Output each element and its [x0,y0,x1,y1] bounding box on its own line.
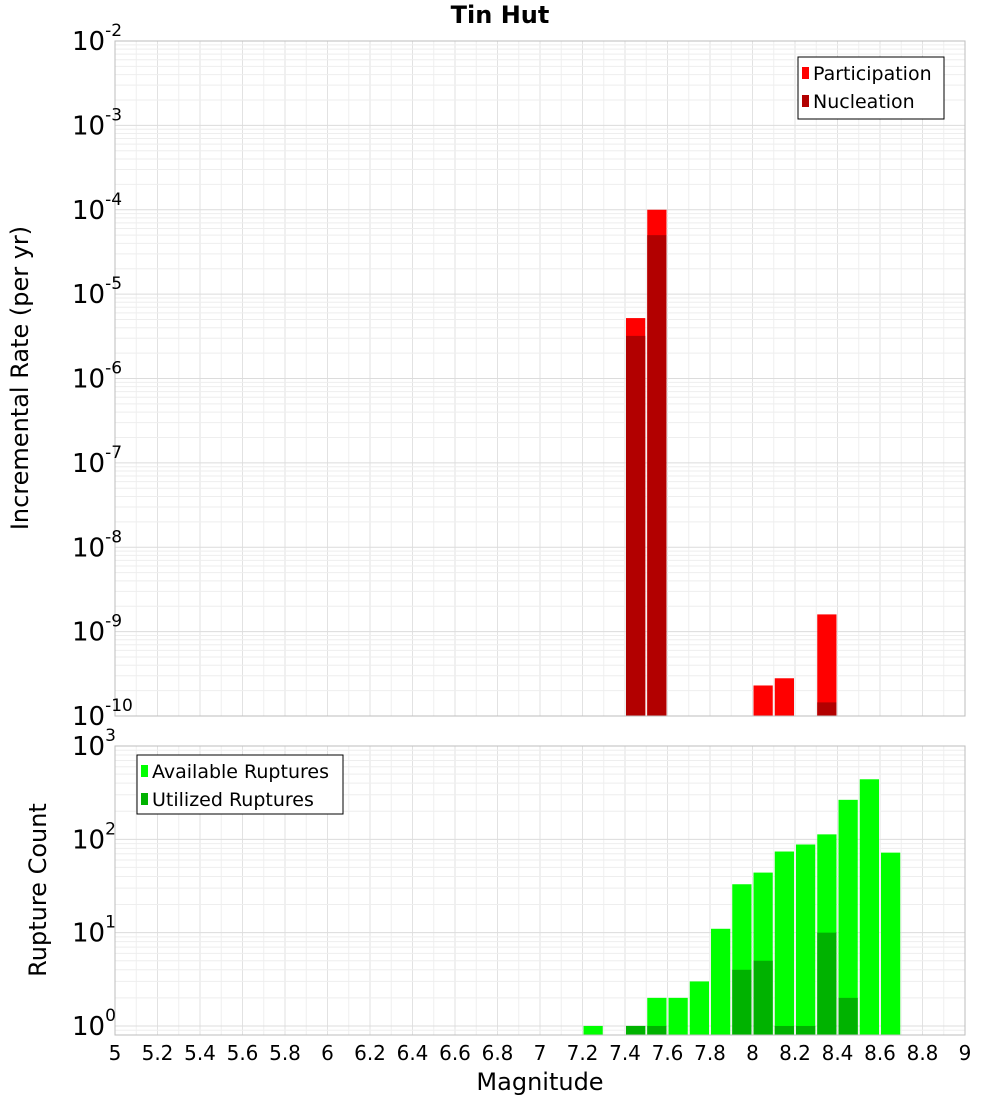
y-tick-label: 101 [72,913,116,949]
y-tick-label: 102 [72,819,116,855]
x-tick-label: 5.2 [142,1041,174,1065]
series-nucleation [626,235,837,716]
y-tick-label: 10-6 [72,359,122,395]
x-tick-label: 8.4 [822,1041,854,1065]
y-tick-label: 10-7 [72,443,122,479]
legend-0: Participation Nucleation [797,56,945,120]
x-tick-label: 7.8 [694,1041,726,1065]
x-tick-label: 6.2 [354,1041,386,1065]
bar [583,1025,603,1035]
x-tick-label: 8 [746,1041,759,1065]
y-ticks-1: 100 101 102 103 [72,726,116,1042]
y-tick-label: 10-5 [72,274,122,310]
legend-label: Available Ruptures [152,761,329,783]
legend-swatch [141,765,148,777]
bar [689,981,709,1035]
y-ticks-0: 10-10 10-9 10-8 10-7 10-6 10-5 10-4 10-3 10-2 [72,21,133,732]
y-tick-label: 10-3 [72,105,122,141]
legend-1: Available Ruptures Utilized Ruptures [136,754,344,815]
x-tick-label: 5 [109,1041,122,1065]
y-tick-label: 10-4 [72,190,122,226]
panel-1: 100 101 102 103 Available Ruptures Utilized R… [72,726,966,1042]
bottom-y-axis-label: Rupture Count [24,803,52,977]
bar [817,702,837,716]
x-tick-label: 6.8 [482,1041,514,1065]
y-tick-label: 10-2 [72,21,122,57]
x-tick-label: 6.4 [397,1041,429,1065]
plot-frame-1 [114,745,966,1036]
bar [647,235,667,716]
y-tick-label: 10-10 [72,696,133,732]
x-tick-label: 8.2 [779,1041,811,1065]
legend-label: Nucleation [813,91,915,113]
bar [711,928,731,1035]
legend-label: Participation [813,63,932,85]
legend-swatch [141,793,148,805]
y-tick-label: 100 [72,1006,116,1042]
bar [817,932,837,1035]
top-y-axis-label: Incremental Rate (per yr) [6,226,34,530]
bar [753,685,773,716]
x-tick-label: 7.6 [652,1041,684,1065]
bar [668,997,688,1035]
x-tick-label: 5.4 [184,1041,216,1065]
bar [753,960,773,1035]
x-tick-label: 6 [321,1041,334,1065]
y-tick-label: 10-9 [72,612,122,648]
bar [774,1025,794,1035]
y-tick-label: 103 [72,726,116,762]
panel-0: 10-10 10-9 10-8 10-7 10-6 10-5 10-4 10-3 10-2 Par… [72,21,966,732]
bar [647,997,667,1035]
bar [881,852,901,1035]
x-tick-label: 7.2 [567,1041,599,1065]
x-tick-label: 6.6 [439,1041,471,1065]
bar [626,1025,646,1035]
bar [859,779,879,1035]
legend-swatch [802,67,809,79]
bar [647,1025,667,1035]
bar [838,799,858,1035]
bar [838,997,858,1035]
legend-swatch [802,95,809,107]
bar [626,335,646,716]
x-tick-label: 7 [534,1041,547,1065]
plot-frame-0 [114,40,966,717]
chart-title: Tin Hut [451,1,550,29]
x-tick-label: 5.8 [269,1041,301,1065]
x-tick-label: 8.6 [864,1041,896,1065]
bar [732,969,752,1035]
legend-box [136,754,344,815]
bar [817,614,837,716]
x-tick-label: 8.8 [907,1041,939,1065]
y-tick-label: 10-8 [72,527,122,563]
legend-box [797,56,945,120]
bar [796,844,816,1035]
x-tick-label: 5.6 [227,1041,259,1065]
bar [774,678,794,716]
grid-0 [114,40,966,717]
x-tick-label: 9 [959,1041,972,1065]
legend-label: Utilized Ruptures [152,789,314,811]
bar [774,851,794,1035]
x-axis-label: Magnitude [476,1068,603,1096]
bar [796,1025,816,1035]
x-tick-label: 7.4 [609,1041,641,1065]
series-utilized-ruptures [626,932,858,1035]
x-ticks: 5 5.2 5.4 5.6 5.8 6 6.2 6.4 6.6 6.8 7 7.2 7.4 7.6 7.8 8… [109,1041,972,1065]
